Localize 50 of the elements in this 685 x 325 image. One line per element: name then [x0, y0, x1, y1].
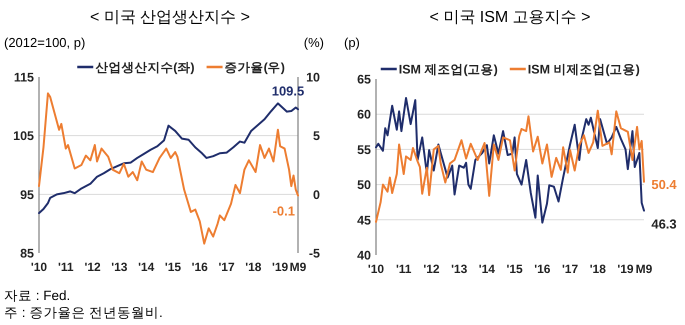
y-tick-label: 50 — [357, 178, 372, 192]
x-tick-label: '13 — [451, 262, 468, 276]
chart-title: < 미국 산업생산지수 > — [90, 9, 250, 26]
text: 자료 : Fed. — [4, 288, 70, 303]
x-tick-label: M9 — [636, 262, 653, 276]
x-tick-label: '11 — [396, 262, 412, 276]
y-tick-label: 65 — [357, 72, 372, 86]
x-tick-label: '14 — [138, 260, 155, 274]
x-tick-label: '16 — [192, 260, 208, 274]
y2-tick-label: -5 — [308, 246, 320, 260]
x-tick-label: '19 — [272, 260, 289, 274]
y-tick-label: 55 — [357, 142, 372, 157]
y-tick-label: 85 — [20, 246, 34, 260]
y-axis-title: (p) — [344, 35, 360, 50]
data-label: -0.1 — [272, 204, 295, 219]
x-tick-label: '18 — [245, 260, 262, 274]
y-tick-label: 105 — [13, 129, 34, 144]
y2-axis-title: (%) — [304, 35, 324, 50]
data-label: 50.4 — [651, 176, 678, 192]
x-tick-label: '17 — [218, 260, 235, 274]
x-tick-label: '15 — [164, 260, 182, 274]
y-axis-title: (2012=100, p) — [4, 35, 86, 50]
chart-title: < 미국 ISM 고용지수 > — [430, 9, 590, 26]
x-tick-label: '16 — [534, 262, 551, 276]
legend-label: ISM 비제조업(고용) — [528, 62, 640, 76]
x-tick-label: '12 — [423, 262, 440, 276]
y-tick-label: 40 — [357, 248, 372, 262]
legend-label: ISM 제조업(고용) — [398, 62, 498, 76]
x-tick-label: '19 — [617, 262, 634, 276]
x-tick-label: '17 — [562, 262, 578, 276]
y2-tick-label: 5 — [313, 129, 320, 144]
x-tick-label: M9 — [290, 260, 307, 274]
y-tick-label: 115 — [14, 70, 34, 84]
x-tick-label: '15 — [506, 262, 524, 276]
y2-tick-label: 10 — [306, 70, 320, 84]
legend-label: 증가율(우) — [224, 60, 285, 74]
x-tick-label: '12 — [84, 260, 102, 274]
y2-tick-label: 0 — [313, 188, 320, 202]
x-tick-label: '10 — [30, 260, 48, 274]
x-tick-label: '11 — [58, 260, 74, 274]
y-tick-label: 45 — [357, 213, 372, 228]
x-tick-label: '18 — [590, 262, 606, 276]
x-tick-label: '10 — [368, 262, 384, 276]
x-tick-label: '13 — [111, 260, 128, 274]
text: 주 : 증가율은 전년동월비. — [4, 305, 163, 320]
x-tick-label: '14 — [478, 262, 496, 276]
legend-label: 산업생산지수(좌) — [95, 60, 195, 74]
data-label: 46.3 — [651, 216, 677, 232]
y-tick-label: 60 — [357, 108, 372, 122]
y-tick-label: 95 — [20, 188, 34, 202]
